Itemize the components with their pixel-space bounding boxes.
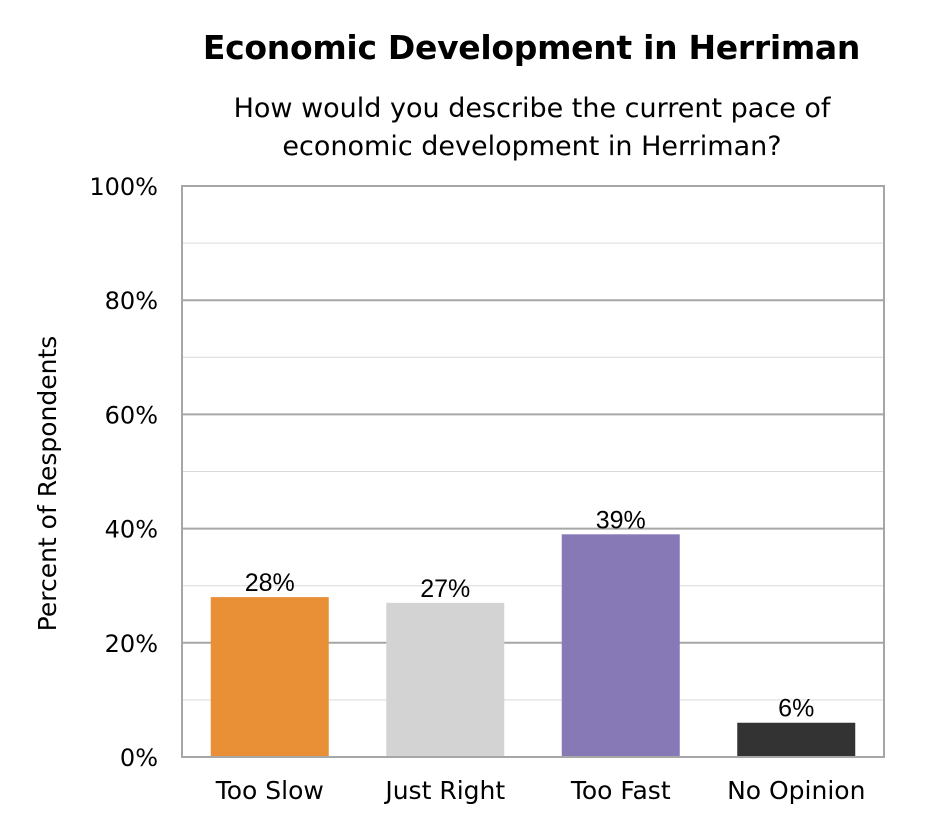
y-tick-label: 0% (120, 744, 158, 772)
data-label: 39% (596, 506, 646, 534)
x-tick-label: Too Fast (570, 776, 671, 805)
chart-title: Economic Development in Herriman (202, 28, 861, 67)
y-tick-label: 100% (89, 173, 158, 201)
data-label: 28% (245, 569, 295, 597)
bar (561, 534, 680, 757)
y-axis-label: Percent of Respondents (33, 336, 62, 632)
x-tick-label: Just Right (383, 776, 505, 805)
y-tick-label: 60% (105, 401, 158, 429)
bar (386, 602, 505, 757)
chart-subtitle: How would you describe the current pace … (233, 93, 831, 162)
bar (210, 597, 329, 757)
data-label: 27% (420, 575, 470, 603)
y-tick-label: 80% (105, 287, 158, 315)
y-tick-label: 20% (105, 630, 158, 658)
data-label: 6% (778, 695, 814, 723)
x-tick-labels: Too Slow Just Right Too Fast No Opinion (215, 776, 866, 805)
y-tick-labels: 0% 20% 40% 60% 80% 100% (89, 173, 158, 772)
x-tick-label: No Opinion (727, 776, 865, 805)
y-tick-label: 40% (105, 516, 158, 544)
data-labels: 28% 27% 39% 6% (245, 506, 815, 722)
bar (737, 722, 856, 757)
bars (210, 534, 856, 757)
plot-frame (181, 185, 885, 758)
x-tick-label: Too Slow (215, 776, 324, 805)
